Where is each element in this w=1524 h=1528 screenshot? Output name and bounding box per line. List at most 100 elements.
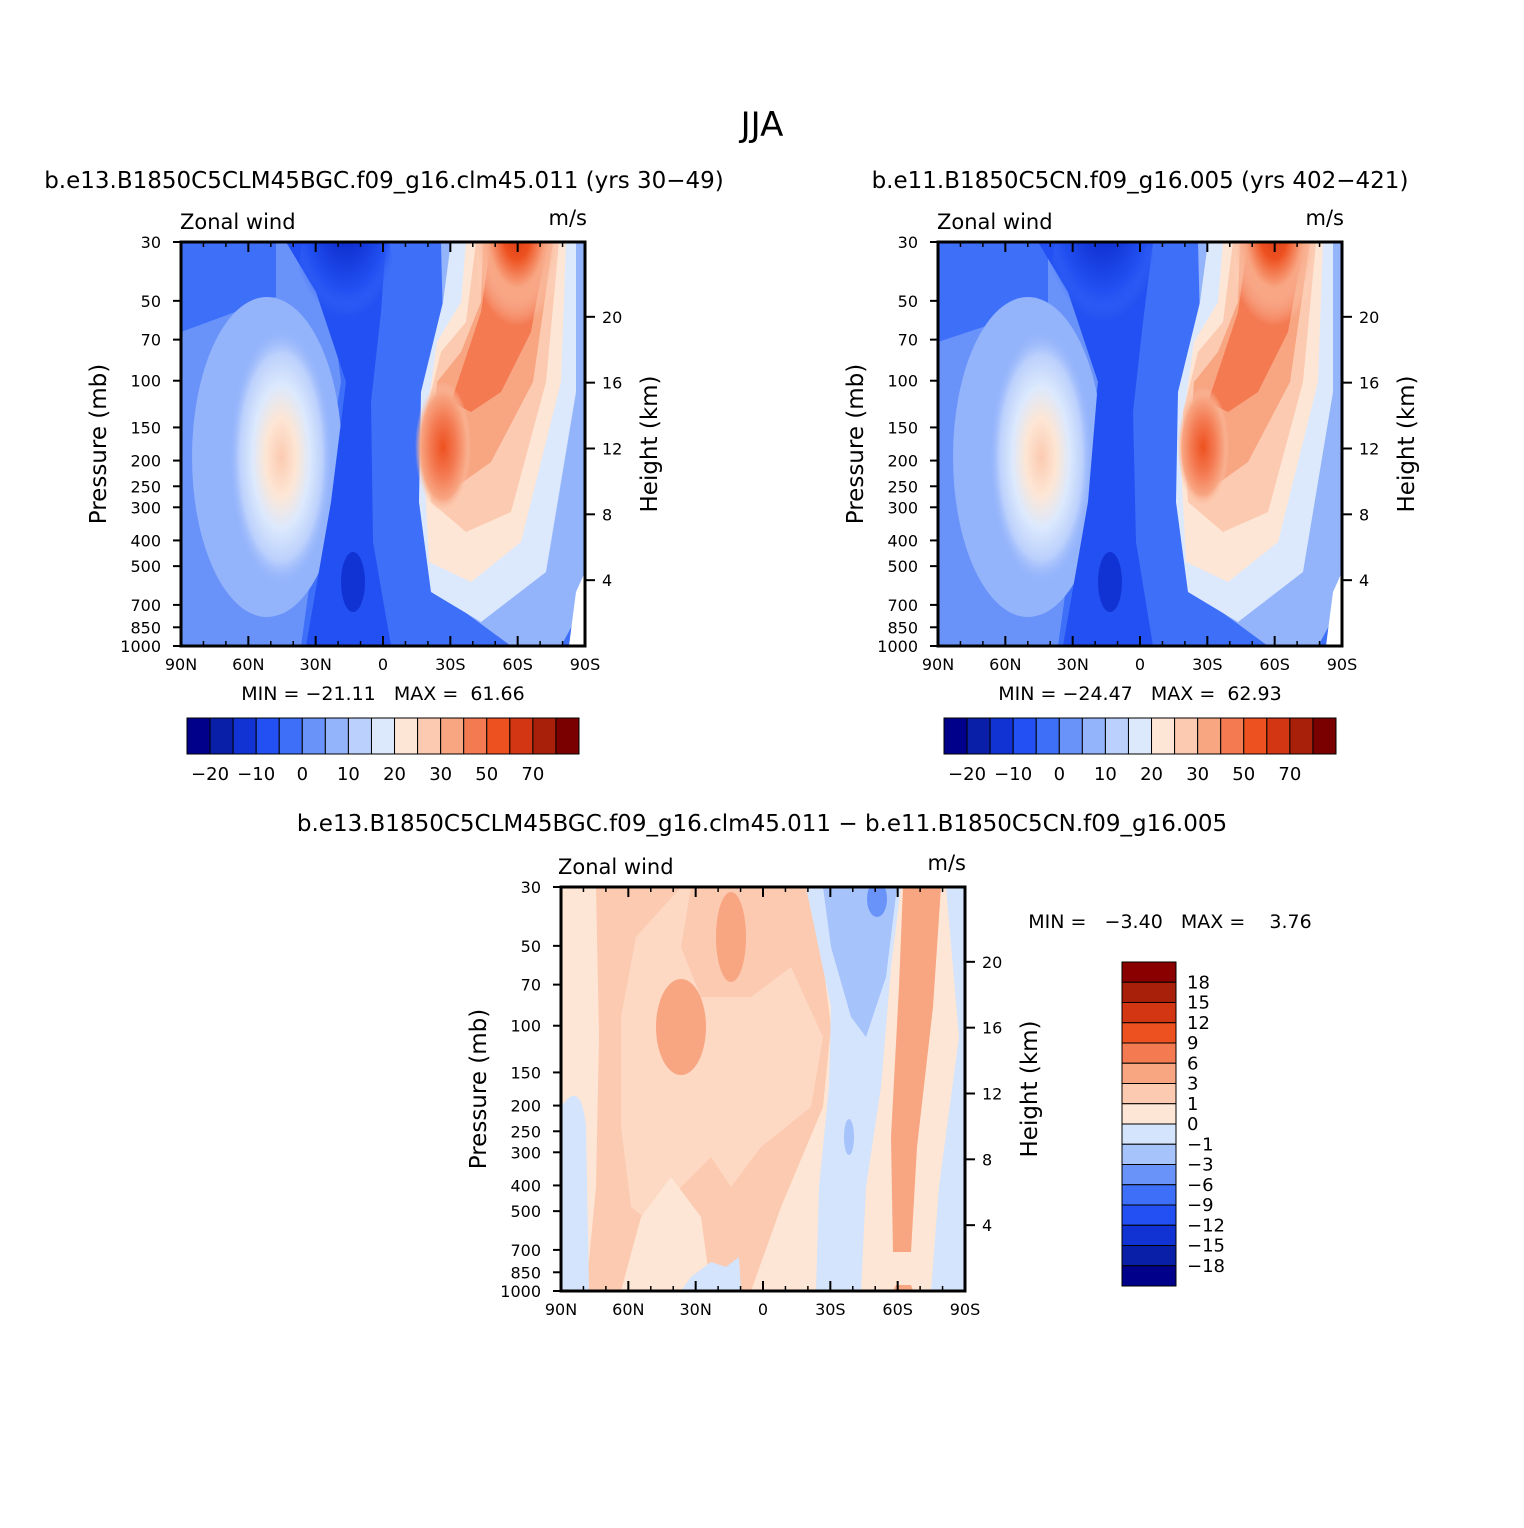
y-tick-label: 500 xyxy=(887,557,918,576)
colorbar-label: 30 xyxy=(429,764,452,785)
x-tick-label: 30S xyxy=(815,1300,846,1319)
y-tick-label: 250 xyxy=(887,477,918,496)
colorbar-box xyxy=(255,717,280,755)
colorbar-label: −3 xyxy=(1187,1155,1214,1176)
colorbar-label: −20 xyxy=(191,764,229,785)
colorbar-label: 10 xyxy=(337,764,360,785)
colorbar-box xyxy=(1121,961,1177,983)
colorbar-box xyxy=(463,717,488,755)
x-tick-label: 60S xyxy=(502,655,533,674)
panel-3-height-axis: 20 16 12 8 4 xyxy=(965,953,1002,1235)
y-tick-label: 700 xyxy=(510,1241,541,1260)
colorbar-box xyxy=(1151,717,1176,755)
panel-3-height-label: Height (km) xyxy=(1017,1020,1043,1157)
x-tick-label: 90N xyxy=(165,655,197,674)
colorbar-label: −18 xyxy=(1187,1256,1225,1277)
height-tick-label: 16 xyxy=(982,1019,1002,1038)
colorbar-label: 3 xyxy=(1187,1074,1198,1095)
panel-3-header: b.e13.B1850C5CLM45BGC.f09_g16.clm45.011 … xyxy=(297,811,1227,837)
panel-2-x-axis: 90N 60N 30N 0 30S 60S 90S xyxy=(922,242,1357,674)
height-tick-label: 20 xyxy=(602,308,622,327)
panel-2-height-label: Height (km) xyxy=(1394,375,1420,512)
y-tick-label: 200 xyxy=(130,452,161,471)
y-tick-label: 300 xyxy=(887,498,918,517)
colorbar-label: 0 xyxy=(297,764,308,785)
colorbar-label: −12 xyxy=(1187,1215,1225,1236)
x-tick-label: 30N xyxy=(1057,655,1089,674)
y-tick-label: 400 xyxy=(130,531,161,550)
y-tick-label: 50 xyxy=(141,292,161,311)
x-tick-label: 60S xyxy=(1259,655,1290,674)
x-tick-label: 90N xyxy=(545,1300,577,1319)
colorbar-box xyxy=(1121,1245,1177,1267)
height-tick-label: 8 xyxy=(982,1150,992,1169)
height-tick-label: 4 xyxy=(1359,571,1369,590)
colorbar-box xyxy=(966,717,991,755)
panel-1-plot-area xyxy=(179,240,587,648)
colorbar-label: 70 xyxy=(1278,764,1301,785)
colorbar-box xyxy=(1121,981,1177,1003)
colorbar-label: 18 xyxy=(1187,972,1210,993)
panel-2-y-label: Pressure (mb) xyxy=(843,364,869,524)
y-tick-label: 30 xyxy=(898,233,918,252)
y-tick-label: 200 xyxy=(887,452,918,471)
colorbar-box xyxy=(1220,717,1245,755)
panel-2-plot-area xyxy=(936,240,1344,648)
colorbar-box xyxy=(555,717,580,755)
colorbar-box xyxy=(1289,717,1314,755)
colorbar-label: −15 xyxy=(1187,1236,1225,1257)
colorbar-label: 0 xyxy=(1054,764,1065,785)
y-tick-label: 100 xyxy=(887,372,918,391)
y-tick-label: 850 xyxy=(130,618,161,637)
y-tick-label: 400 xyxy=(887,531,918,550)
panel-3: b.e13.B1850C5CLM45BGC.f09_g16.clm45.011 … xyxy=(297,811,1312,1319)
height-tick-label: 12 xyxy=(602,439,622,458)
y-tick-label: 70 xyxy=(898,331,918,350)
y-tick-label: 70 xyxy=(141,331,161,350)
panel-2: b.e11.B1850C5CN.f09_g16.005 (yrs 402−421… xyxy=(843,168,1420,785)
panel-2-header: b.e11.B1850C5CN.f09_g16.005 (yrs 402−421… xyxy=(872,168,1409,194)
y-tick-label: 1000 xyxy=(500,1282,541,1301)
y-tick-label: 150 xyxy=(130,418,161,437)
colorbar-box xyxy=(347,717,372,755)
colorbar-label: 20 xyxy=(1140,764,1163,785)
colorbar-box xyxy=(1266,717,1291,755)
colorbar-label: −9 xyxy=(1187,1195,1214,1216)
panel-3-units-label: m/s xyxy=(928,851,966,875)
y-tick-label: 50 xyxy=(898,292,918,311)
colorbar-box xyxy=(1121,1224,1177,1246)
height-tick-label: 16 xyxy=(1359,374,1379,393)
x-tick-label: 0 xyxy=(758,1300,768,1319)
y-tick-label: 300 xyxy=(130,498,161,517)
colorbar-label: 20 xyxy=(383,764,406,785)
panel-3-variable-label: Zonal wind xyxy=(558,855,674,879)
x-tick-label: 0 xyxy=(378,655,388,674)
colorbar-label: 1 xyxy=(1187,1094,1198,1115)
height-tick-label: 20 xyxy=(1359,308,1379,327)
colorbar-box xyxy=(1197,717,1222,755)
height-tick-label: 8 xyxy=(602,505,612,524)
colorbar-box xyxy=(1243,717,1268,755)
x-tick-label: 60N xyxy=(232,655,264,674)
height-tick-label: 20 xyxy=(982,953,1002,972)
y-tick-label: 700 xyxy=(130,596,161,615)
panel-1: b.e13.B1850C5CLM45BGC.f09_g16.clm45.011 … xyxy=(44,168,724,785)
colorbar-label: −10 xyxy=(994,764,1032,785)
panel-1-x-axis: 90N 60N 30N 0 30S 60S 90S xyxy=(165,242,600,674)
x-tick-label: 90S xyxy=(1327,655,1358,674)
y-tick-label: 100 xyxy=(510,1017,541,1036)
panel-3-y-label: Pressure (mb) xyxy=(466,1009,492,1169)
panel-1-min-max: MIN = −21.11 MAX = 61.66 xyxy=(241,683,524,705)
colorbar-box xyxy=(532,717,557,755)
colorbar-label: 6 xyxy=(1187,1053,1198,1074)
x-tick-label: 90S xyxy=(950,1300,981,1319)
y-tick-label: 850 xyxy=(510,1263,541,1282)
colorbar-box xyxy=(943,717,968,755)
panel-1-units-label: m/s xyxy=(549,206,587,230)
colorbar-label: 15 xyxy=(1187,993,1210,1014)
y-tick-label: 200 xyxy=(510,1097,541,1116)
y-tick-label: 1000 xyxy=(877,637,918,656)
panel-2-min-max: MIN = −24.47 MAX = 62.93 xyxy=(998,683,1281,705)
colorbar-box xyxy=(324,717,349,755)
